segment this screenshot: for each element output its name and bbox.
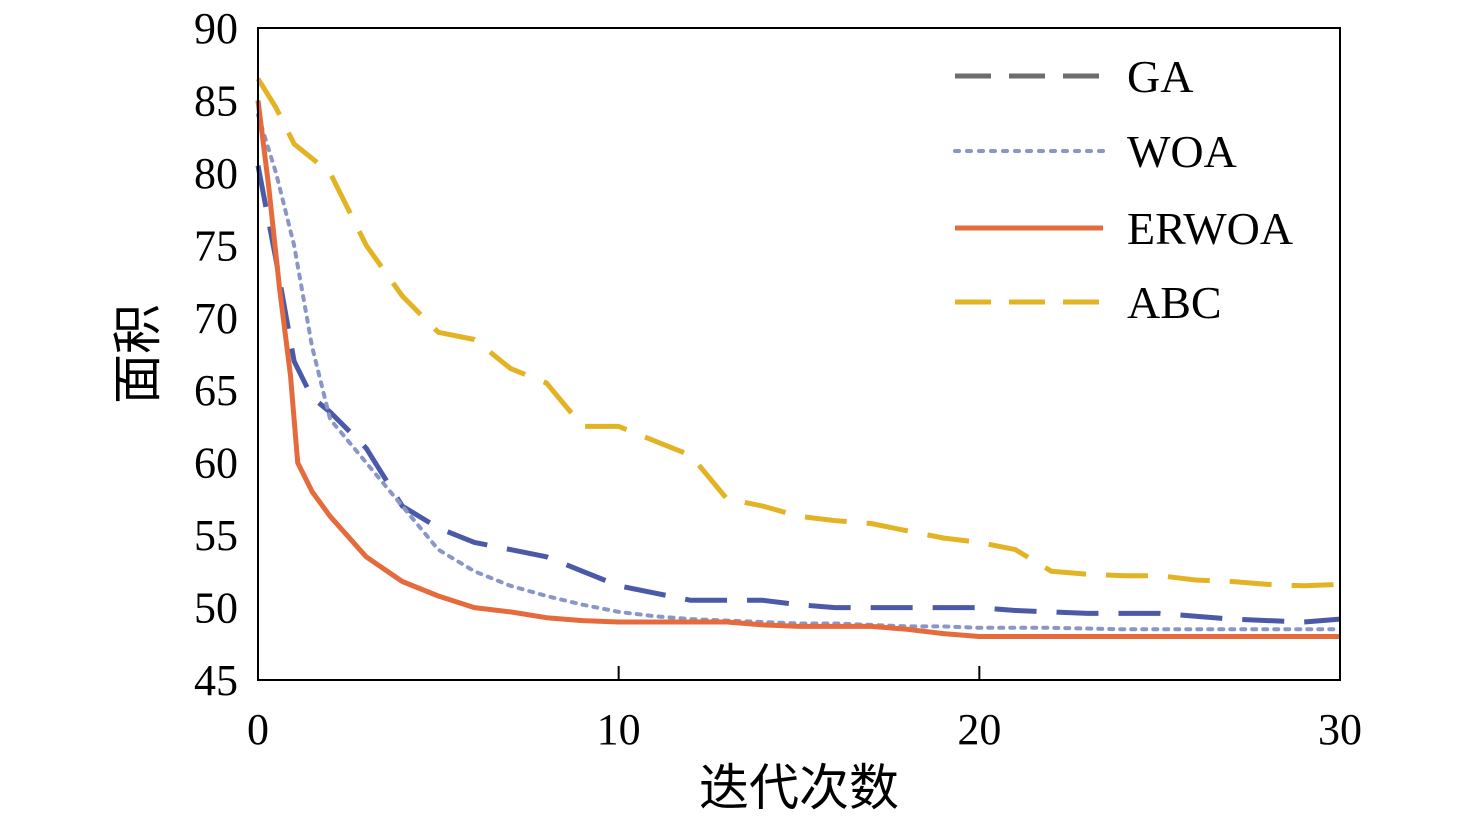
x-tick-label: 0 <box>247 705 269 754</box>
y-tick-label: 65 <box>194 366 238 415</box>
series-line-woa <box>256 112 1342 632</box>
x-tick-label: 30 <box>1318 705 1362 754</box>
y-tick-label: 70 <box>194 294 238 343</box>
y-tick-label: 80 <box>194 149 238 198</box>
y-tick-label: 85 <box>194 76 238 125</box>
legend-label-ga: GA <box>1127 51 1193 102</box>
plot-frame <box>257 27 1341 681</box>
series-line-ga <box>255 165 1341 625</box>
legend-label-erwoa: ERWOA <box>1127 203 1293 254</box>
legend: GA WOA ERWOA ABC <box>953 51 1293 328</box>
series-layer <box>255 77 1342 639</box>
x-tick-label: 20 <box>957 705 1001 754</box>
y-tick-label: 90 <box>194 4 238 53</box>
y-tick-label: 45 <box>194 656 238 705</box>
x-tick-label: 10 <box>597 705 641 754</box>
y-tick-label: 60 <box>194 439 238 488</box>
series-line-erwoa <box>255 100 1340 639</box>
legend-label-woa: WOA <box>1127 126 1237 177</box>
series-line-abc <box>255 77 1341 589</box>
tick-layer: 0 10 20 30 45 50 55 60 65 70 75 80 85 90 <box>194 4 1362 754</box>
x-axis-label: 迭代次数 <box>699 760 899 816</box>
y-axis-label: 面积 <box>110 304 166 404</box>
y-tick-label: 50 <box>194 584 238 633</box>
y-tick-label: 75 <box>194 221 238 270</box>
y-tick-label: 55 <box>194 511 238 560</box>
legend-label-abc: ABC <box>1127 277 1222 328</box>
